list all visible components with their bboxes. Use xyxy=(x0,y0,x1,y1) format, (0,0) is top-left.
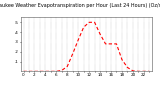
Text: Milwaukee Weather Evapotranspiration per Hour (Last 24 Hours) (Oz/sq ft): Milwaukee Weather Evapotranspiration per… xyxy=(0,3,160,8)
